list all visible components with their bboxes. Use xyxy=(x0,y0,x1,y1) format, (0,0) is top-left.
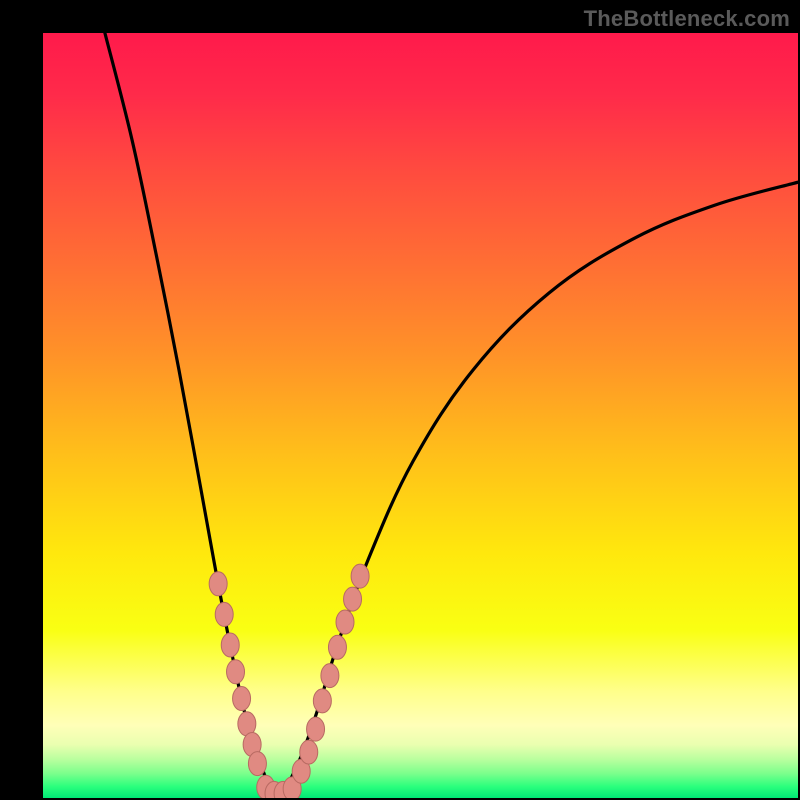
gradient-background xyxy=(43,33,798,798)
plot-area xyxy=(43,33,798,798)
watermark-text: TheBottleneck.com xyxy=(584,6,790,32)
chart-root: TheBottleneck.com xyxy=(0,0,800,800)
